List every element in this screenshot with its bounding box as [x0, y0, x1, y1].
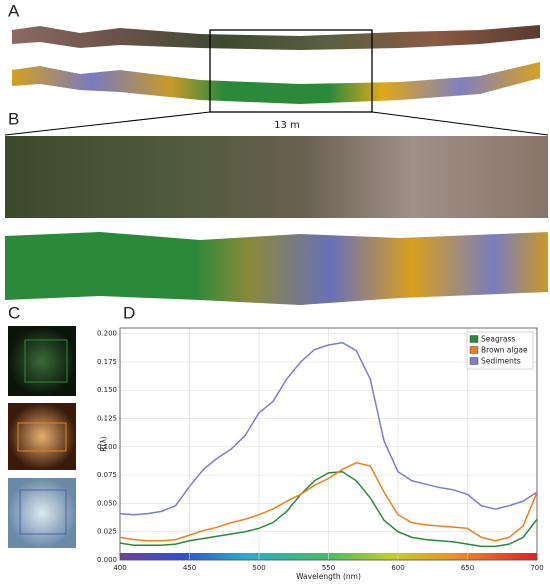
legend-label: Seagrass — [481, 335, 515, 344]
legend-swatch — [469, 346, 479, 354]
patch-box — [17, 422, 67, 452]
panel-label: C — [8, 303, 20, 322]
panel-label: A — [8, 1, 20, 20]
x-tick-label: 600 — [391, 564, 404, 572]
class-strip — [12, 62, 540, 104]
y-axis-label: R(λ) — [99, 436, 108, 452]
series-line — [119, 461, 538, 542]
y-tick-label: 0.150 — [97, 386, 117, 394]
patch-box — [19, 489, 67, 535]
legend-label: Sediments — [481, 357, 521, 366]
panel-label: B — [8, 109, 19, 128]
x-tick-label: 550 — [322, 564, 335, 572]
zoom-line — [371, 111, 549, 136]
series-line — [119, 470, 538, 548]
y-tick-label: 0.100 — [97, 443, 117, 451]
patch-image — [8, 326, 76, 396]
zoom-box — [209, 29, 373, 113]
legend-swatch — [469, 357, 479, 365]
x-axis-label: Wavelength (nm) — [296, 572, 361, 581]
patch-image — [8, 403, 76, 470]
y-tick-label: 0.200 — [97, 330, 117, 338]
series-line — [119, 341, 538, 516]
legend-swatch — [469, 335, 479, 343]
x-tick-label: 700 — [530, 564, 543, 572]
y-tick-label: 0.025 — [97, 528, 117, 536]
y-tick-label: 0.000 — [97, 556, 117, 564]
y-tick-label: 0.175 — [97, 358, 117, 366]
class-zoom — [5, 232, 548, 305]
scale-label: 13 m — [274, 120, 300, 131]
y-tick-label: 0.075 — [97, 471, 117, 479]
x-tick-label: 450 — [183, 564, 196, 572]
x-tick-label: 400 — [113, 564, 126, 572]
x-tick-label: 650 — [461, 564, 474, 572]
legend-label: Brown algae — [481, 346, 528, 355]
y-tick-label: 0.125 — [97, 415, 117, 423]
patch-box — [24, 339, 68, 383]
zoom-line — [4, 111, 211, 136]
panel-label: D — [123, 303, 135, 322]
rgb-zoom — [5, 136, 548, 218]
x-tick-label: 500 — [252, 564, 265, 572]
y-tick-label: 0.050 — [97, 499, 117, 507]
plot-frame — [119, 327, 538, 561]
rgb-strip — [12, 25, 540, 50]
